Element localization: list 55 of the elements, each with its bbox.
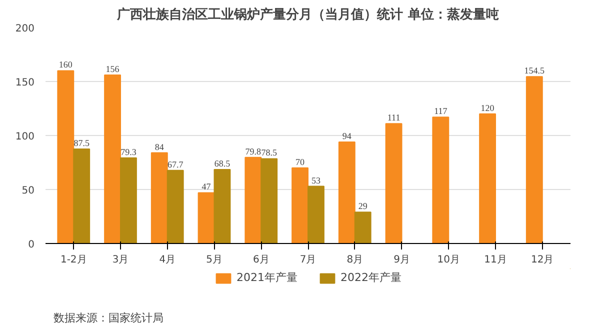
x-tick-label: 1-2月 [60,254,87,266]
bar [150,152,168,244]
data-label: 160 [58,60,73,70]
legend-label: 2022年产量 [340,270,402,285]
bar [354,212,372,244]
y-tick-label: 0 [28,240,35,250]
x-tick-label: 12月 [531,254,554,266]
x-tick-label: 9月 [394,254,410,266]
bar [292,167,308,244]
data-label: 117 [434,106,448,116]
bar [104,74,121,244]
data-label: 53 [311,175,321,186]
x-tick-label: 7月 [300,254,316,266]
bar [385,123,402,244]
data-label: 120 [480,102,495,113]
data-label: 68.5 [214,158,231,169]
x-tick-label: 4月 [159,254,176,266]
bar [166,170,184,244]
bar [432,116,450,244]
source-note: 数据来源：国家统计局 [54,312,164,324]
bar [73,148,90,244]
data-label: 47 [202,182,212,192]
bar [338,141,356,244]
bar [308,186,324,244]
bar [214,169,231,244]
x-tick-label: 6月 [252,254,270,266]
y-tick-label: 50 [22,186,35,196]
data-label: 70 [296,156,306,167]
data-label: 29 [358,201,368,212]
y-tick-label: 100 [15,132,35,142]
data-label: 111 [387,112,400,123]
data-label: 79.8 [245,146,262,156]
legend-label: 2021年产量 [236,270,298,285]
data-label: 87.5 [74,138,90,148]
data-label: 94 [342,130,352,141]
bar [526,76,543,244]
data-label: 154.5 [524,66,546,76]
x-tick-label: 11月 [484,254,507,266]
x-tick-label: 3月 [112,254,129,266]
x-tick-label: 10月 [437,254,460,266]
data-label: 79.3 [120,146,137,157]
bar [120,157,137,244]
bar [57,70,74,244]
chart-title: 广西壮族自治区工业锅炉产量分月（当月值）统计 单位：蒸发量吨 [116,6,499,22]
bar [479,113,496,244]
bar [244,156,262,244]
y-tick-label: 200 [15,24,35,34]
bar [198,192,215,244]
y-tick-label: 150 [15,78,35,88]
x-tick-label: 8月 [346,254,364,266]
x-tick-label: 5月 [206,254,222,266]
data-label: 78.5 [261,148,278,158]
data-label: 156 [106,64,120,74]
bar [260,158,278,244]
data-label: 84 [154,142,164,152]
